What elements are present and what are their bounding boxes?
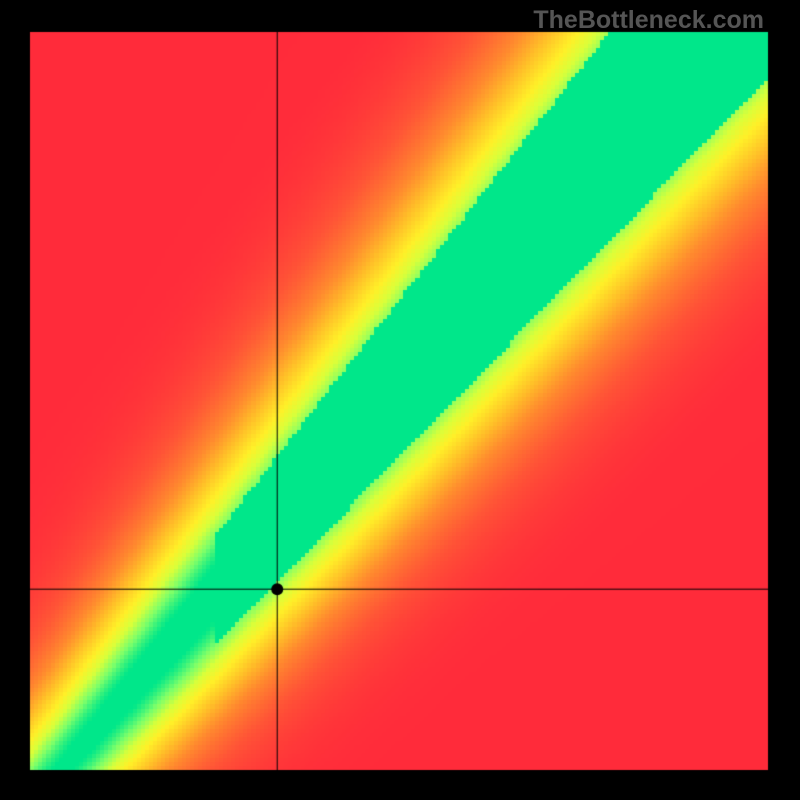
bottleneck-heatmap-canvas (0, 0, 800, 800)
watermark-text: TheBottleneck.com (533, 6, 764, 35)
chart-container: TheBottleneck.com (0, 0, 800, 800)
